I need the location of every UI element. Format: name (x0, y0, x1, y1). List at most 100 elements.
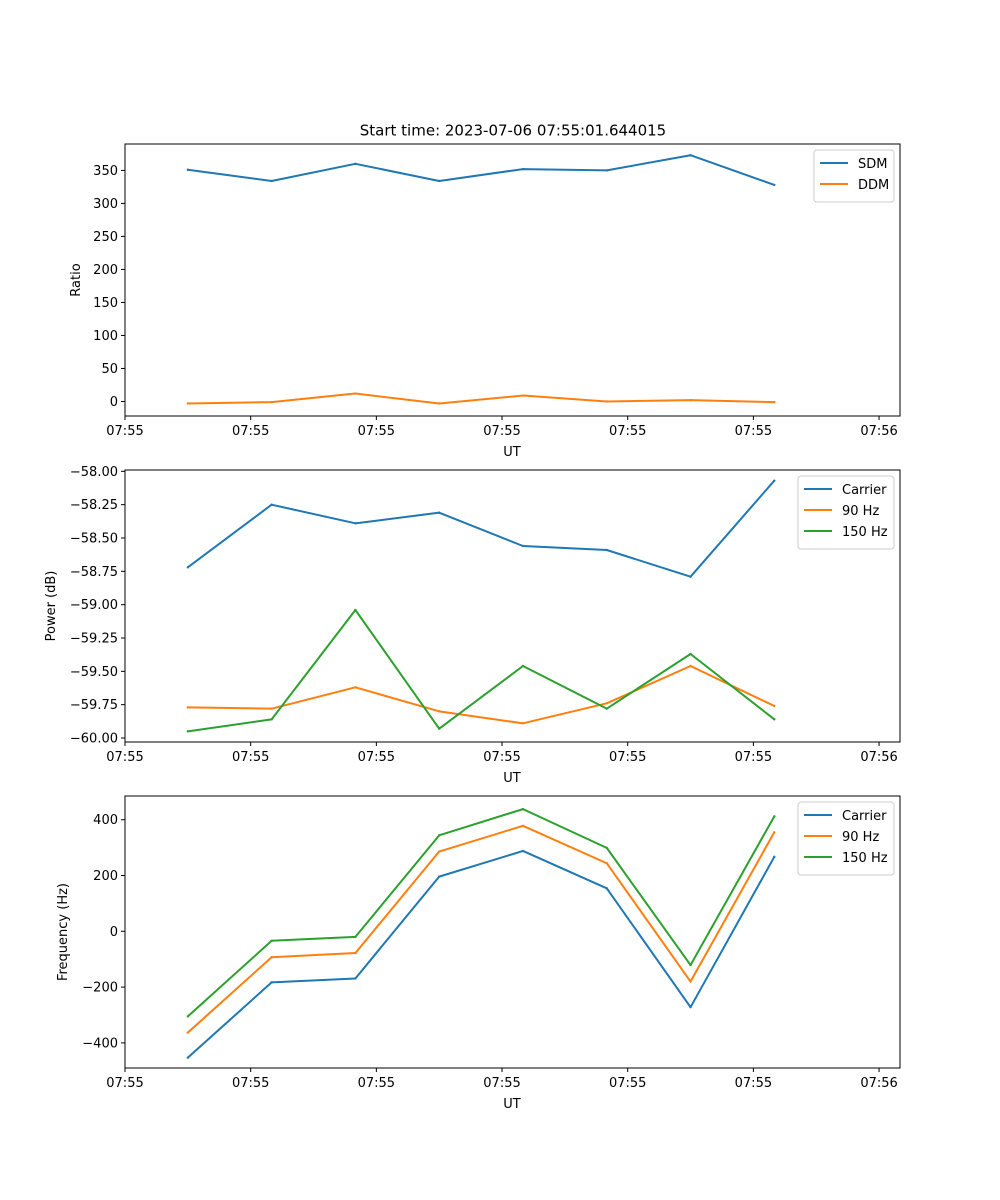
ratio-x-tick-label: 07:55 (609, 424, 646, 439)
frequency-point (186, 1031, 190, 1034)
ratio-point (354, 162, 357, 166)
power-legend-label: Carrier (842, 483, 887, 498)
power-point (186, 566, 190, 569)
power-point (437, 710, 441, 713)
ratio-x-axis-label: UT (503, 445, 521, 460)
power-point (521, 664, 525, 668)
power-point (354, 522, 357, 525)
power-y-tick-label: −59.50 (70, 665, 118, 680)
frequency-y-tick-label: −400 (82, 1036, 118, 1051)
power-point (270, 707, 273, 710)
frequency-point (605, 846, 608, 850)
ratio-y-tick-label: 150 (93, 296, 118, 311)
frequency-point (270, 956, 273, 959)
power-point (354, 686, 357, 689)
ratio-point (689, 154, 692, 157)
power-point (605, 548, 608, 552)
ratio-series-ddm (187, 392, 775, 405)
ratio-point (773, 400, 776, 404)
ratio-x-tick-label: 07:55 (483, 424, 520, 439)
power-point (521, 544, 525, 548)
ratio-y-tick-label: 50 (101, 362, 118, 377)
frequency-y-axis-label: Frequency (Hz) (56, 883, 71, 981)
power-point (354, 608, 357, 612)
ratio-x-tick-label: 07:55 (358, 424, 395, 439)
power-x-tick-label: 07:55 (232, 750, 269, 765)
frequency-point (186, 1015, 190, 1018)
frequency-y-tick-label: 400 (93, 813, 118, 828)
frequency-point (689, 980, 692, 983)
ratio-chart: 07:55 07:55 07:55 07:55 07:55 07:55 07:56 0 50 10… (69, 143, 901, 460)
frequency-x-tick-label: 07:55 (358, 1076, 395, 1091)
power-point (689, 652, 692, 656)
power-y-tick-label: −58.25 (70, 498, 118, 513)
frequency-point (605, 862, 608, 865)
ratio-legend-label: SDM (858, 157, 887, 172)
ratio-point (437, 179, 441, 183)
frequency-series-90-hz (187, 824, 776, 1034)
power-x-axis-label: UT (503, 771, 521, 786)
ratio-point (605, 400, 608, 403)
power-legend-label: 90 Hz (842, 504, 879, 519)
ratio-series-sdm (187, 154, 775, 186)
ratio-point (773, 183, 776, 187)
frequency-x-axis-label: UT (503, 1097, 521, 1112)
ratio-y-tick-label: 300 (93, 197, 118, 212)
power-series-90-hz (187, 665, 775, 725)
frequency-x-tick-label: 07:55 (483, 1076, 520, 1091)
power-y-tick-label: −58.00 (70, 465, 118, 480)
ratio-point (270, 400, 273, 404)
frequency-point (270, 981, 273, 984)
frequency-point (437, 850, 441, 853)
ratio-point (521, 394, 525, 397)
frequency-series-150-hz (187, 808, 776, 1018)
frequency-legend-label: Carrier (842, 809, 887, 824)
power-y-tick-label: −59.75 (70, 698, 118, 713)
power-y-tick-label: −60.00 (70, 732, 118, 747)
power-series-carrier (187, 480, 776, 578)
figure-title: Start time: 2023-07-06 07:55:01.644015 (360, 122, 666, 140)
power-series-150-hz (187, 609, 775, 733)
frequency-x-tick-label: 07:55 (106, 1076, 143, 1091)
ratio-y-tick-label: 100 (93, 329, 118, 344)
ratio-point (270, 179, 273, 183)
ratio-point (186, 168, 190, 171)
power-y-axis-label: Power (dB) (44, 571, 59, 642)
frequency-point (354, 951, 357, 955)
frequency-point (773, 815, 776, 818)
ratio-y-tick-label: 250 (93, 230, 118, 245)
frequency-x-tick-label: 07:55 (232, 1076, 269, 1091)
ratio-point (437, 402, 441, 405)
power-point (270, 718, 273, 721)
power-point (773, 718, 776, 721)
power-y-tick-label: −58.50 (70, 532, 118, 547)
ratio-y-tick-label: 0 (110, 395, 118, 410)
power-point (773, 704, 776, 708)
power-point (605, 702, 608, 705)
frequency-point (689, 1005, 692, 1009)
power-point (689, 575, 692, 578)
power-x-tick-label: 07:55 (483, 750, 520, 765)
power-legend-label: 150 Hz (842, 525, 888, 540)
power-point (270, 503, 273, 506)
frequency-point (521, 824, 525, 828)
power-x-tick-label: 07:55 (609, 750, 646, 765)
frequency-point (186, 1056, 190, 1059)
frequency-point (521, 849, 525, 853)
ratio-y-tick-label: 350 (93, 164, 118, 179)
power-axes-frame (124, 469, 901, 743)
frequency-point (689, 963, 692, 967)
frequency-y-tick-label: 0 (110, 925, 118, 940)
frequency-series-carrier (187, 849, 776, 1059)
power-point (773, 479, 776, 482)
ratio-y-axis-label: Ratio (69, 263, 84, 296)
ratio-x-tick-label: 07:55 (106, 424, 143, 439)
frequency-point (270, 939, 273, 942)
ratio-point (605, 169, 608, 172)
frequency-point (354, 935, 357, 939)
power-point (689, 664, 692, 668)
power-point (521, 722, 525, 725)
frequency-x-tick-label: 07:56 (860, 1076, 897, 1091)
power-point (186, 706, 190, 709)
